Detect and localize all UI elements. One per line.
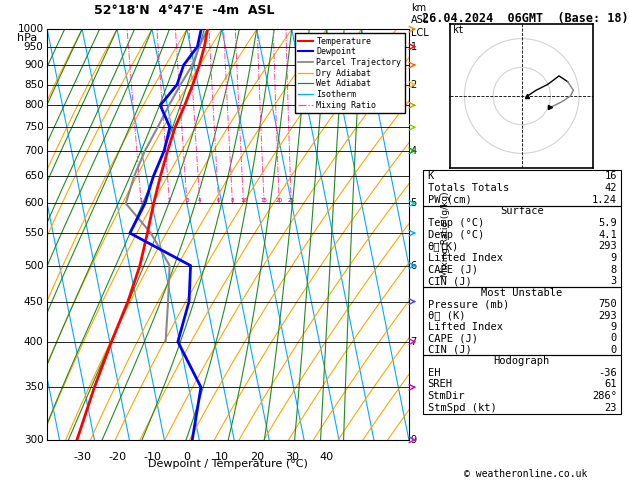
Text: 25: 25 <box>287 198 295 204</box>
Text: 10: 10 <box>215 452 229 462</box>
Text: 52°18'N  4°47'E  -4m  ASL: 52°18'N 4°47'E -4m ASL <box>94 4 275 17</box>
Text: 4.1: 4.1 <box>598 230 617 240</box>
Text: SREH: SREH <box>428 380 453 389</box>
Text: 6: 6 <box>411 260 417 271</box>
Text: 7: 7 <box>411 337 417 347</box>
Text: 3: 3 <box>611 277 617 286</box>
Text: 950: 950 <box>24 42 43 52</box>
Text: 61: 61 <box>604 380 617 389</box>
Text: Pressure (mb): Pressure (mb) <box>428 299 509 309</box>
Text: 350: 350 <box>24 382 43 392</box>
Text: 750: 750 <box>24 122 43 132</box>
Text: Most Unstable: Most Unstable <box>481 288 562 298</box>
Text: 20: 20 <box>276 198 283 204</box>
Text: 30: 30 <box>285 452 299 462</box>
Text: 700: 700 <box>24 146 43 156</box>
Text: Surface: Surface <box>500 207 543 216</box>
Text: Dewp (°C): Dewp (°C) <box>428 230 484 240</box>
Text: 1.24: 1.24 <box>592 195 617 205</box>
Text: Mixing Ratio (g/kg): Mixing Ratio (g/kg) <box>440 191 450 278</box>
Text: 600: 600 <box>24 198 43 208</box>
Text: 500: 500 <box>24 260 43 271</box>
Text: -20: -20 <box>108 452 126 462</box>
Text: K: K <box>428 171 434 181</box>
Text: 5: 5 <box>411 198 417 208</box>
Text: Lifted Index: Lifted Index <box>428 253 503 263</box>
Text: 0: 0 <box>611 345 617 355</box>
Text: 6: 6 <box>217 198 220 204</box>
Text: 8: 8 <box>611 265 617 275</box>
Text: EH: EH <box>428 368 440 378</box>
Text: 9: 9 <box>611 253 617 263</box>
Text: 450: 450 <box>24 296 43 307</box>
Text: hPa: hPa <box>17 33 37 43</box>
Text: 5.9: 5.9 <box>598 218 617 228</box>
Text: 900: 900 <box>24 60 43 70</box>
Text: θᴇ (K): θᴇ (K) <box>428 311 465 321</box>
Text: 4: 4 <box>411 146 417 156</box>
Text: 3: 3 <box>186 198 189 204</box>
Text: Lifted Index: Lifted Index <box>428 322 503 332</box>
Text: 850: 850 <box>24 80 43 89</box>
Text: 800: 800 <box>24 100 43 110</box>
Text: 23: 23 <box>604 403 617 413</box>
Text: kt: kt <box>453 25 465 35</box>
Text: CIN (J): CIN (J) <box>428 277 472 286</box>
Text: 9: 9 <box>611 322 617 332</box>
Text: 8: 8 <box>231 198 234 204</box>
Text: 1000: 1000 <box>18 24 43 34</box>
Text: CAPE (J): CAPE (J) <box>428 333 477 343</box>
Text: -10: -10 <box>143 452 161 462</box>
Text: km
ASL: km ASL <box>411 3 429 25</box>
Text: Temp (°C): Temp (°C) <box>428 218 484 228</box>
Text: 16: 16 <box>604 171 617 181</box>
Text: 2: 2 <box>411 80 417 89</box>
Text: 550: 550 <box>24 228 43 238</box>
Text: CAPE (J): CAPE (J) <box>428 265 477 275</box>
Text: © weatheronline.co.uk: © weatheronline.co.uk <box>464 469 587 479</box>
Text: 40: 40 <box>320 452 334 462</box>
Text: 1: 1 <box>140 198 143 204</box>
Text: 293: 293 <box>598 311 617 321</box>
Text: StmDir: StmDir <box>428 391 465 401</box>
Text: 293: 293 <box>598 242 617 251</box>
Text: 300: 300 <box>24 435 43 445</box>
Text: StmSpd (kt): StmSpd (kt) <box>428 403 496 413</box>
Text: Totals Totals: Totals Totals <box>428 183 509 193</box>
Text: -36: -36 <box>598 368 617 378</box>
Text: 750: 750 <box>598 299 617 309</box>
Text: 0: 0 <box>611 333 617 343</box>
Text: CIN (J): CIN (J) <box>428 345 472 355</box>
Text: 10: 10 <box>240 198 247 204</box>
Text: 20: 20 <box>250 452 264 462</box>
Text: 15: 15 <box>260 198 267 204</box>
Text: 2: 2 <box>168 198 171 204</box>
Text: 42: 42 <box>604 183 617 193</box>
Text: -30: -30 <box>73 452 91 462</box>
Text: 0: 0 <box>184 452 191 462</box>
Text: 400: 400 <box>24 337 43 347</box>
Text: 1: 1 <box>411 42 417 52</box>
Legend: Temperature, Dewpoint, Parcel Trajectory, Dry Adiabat, Wet Adiabat, Isotherm, Mi: Temperature, Dewpoint, Parcel Trajectory… <box>294 34 404 113</box>
Text: θᴇ(K): θᴇ(K) <box>428 242 459 251</box>
Text: PW (cm): PW (cm) <box>428 195 472 205</box>
Text: LCL: LCL <box>411 28 428 38</box>
Text: 4: 4 <box>198 198 202 204</box>
Text: 650: 650 <box>24 171 43 181</box>
Text: Hodograph: Hodograph <box>494 356 550 366</box>
Text: 286°: 286° <box>592 391 617 401</box>
Text: 26.04.2024  06GMT  (Base: 18): 26.04.2024 06GMT (Base: 18) <box>422 12 628 25</box>
Text: 9: 9 <box>411 435 417 445</box>
X-axis label: Dewpoint / Temperature (°C): Dewpoint / Temperature (°C) <box>148 459 308 469</box>
